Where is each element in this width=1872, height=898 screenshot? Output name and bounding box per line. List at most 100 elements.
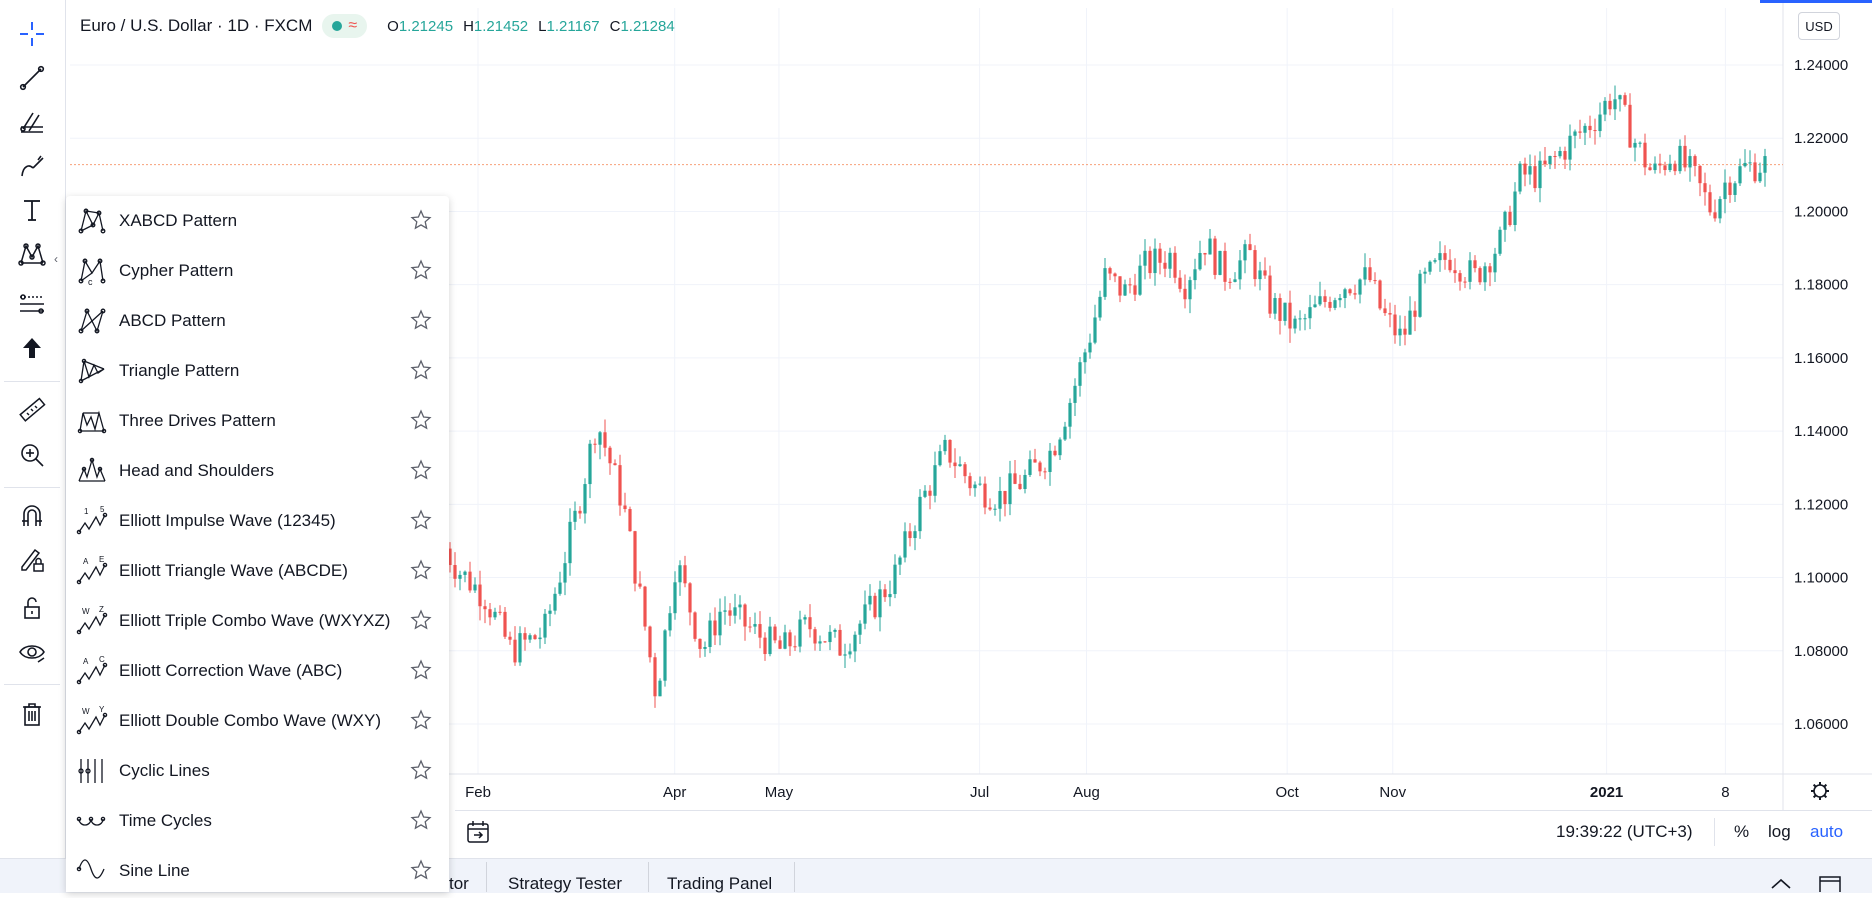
candle-body	[1343, 289, 1347, 299]
fib-icon[interactable]	[14, 104, 50, 140]
candle-body	[1478, 268, 1482, 283]
menu-item-cyclic-lines[interactable]: Cyclic Lines	[66, 746, 449, 796]
tab-indicators[interactable]: tor	[449, 874, 469, 893]
candle-body	[523, 633, 527, 640]
candle-body	[1673, 163, 1677, 172]
star-icon[interactable]	[410, 709, 432, 731]
star-icon[interactable]	[410, 209, 432, 231]
candle-body	[703, 647, 707, 649]
text-icon[interactable]	[14, 192, 50, 228]
candle-body	[1068, 402, 1072, 427]
svg-text:5: 5	[100, 505, 105, 514]
unlock-icon[interactable]	[14, 590, 50, 626]
candle-body	[913, 531, 917, 539]
trend-line-icon[interactable]	[14, 60, 50, 96]
star-icon[interactable]	[410, 559, 432, 581]
star-icon[interactable]	[410, 609, 432, 631]
currency-button[interactable]: USD	[1798, 12, 1840, 40]
star-icon[interactable]	[410, 759, 432, 781]
candle-body	[538, 637, 542, 640]
candle-body	[493, 611, 497, 618]
menu-item-head-and-shoulders[interactable]: Head and Shoulders	[66, 446, 449, 496]
candle-body	[728, 610, 732, 616]
crosshair-icon[interactable]	[14, 16, 50, 52]
menu-item-cypher-pattern[interactable]: c Cypher Pattern	[66, 246, 449, 296]
ruler-icon[interactable]	[14, 392, 50, 428]
candle-body	[1198, 253, 1202, 270]
star-icon[interactable]	[410, 409, 432, 431]
candle-body	[1048, 450, 1052, 473]
prediction-icon[interactable]	[14, 286, 50, 322]
auto-scale-button[interactable]: auto	[1810, 822, 1844, 841]
head-shoulders-icon	[76, 455, 108, 487]
symbol-title[interactable]: Euro / U.S. Dollar · 1D · FXCM	[80, 16, 313, 35]
candle-body	[738, 604, 742, 608]
cypher-icon: c	[76, 255, 108, 287]
star-icon[interactable]	[410, 859, 432, 881]
svg-text:C: C	[99, 655, 105, 664]
zoom-in-icon[interactable]	[14, 437, 50, 473]
star-icon[interactable]	[410, 809, 432, 831]
menu-item-abcd-pattern[interactable]: ABCD Pattern	[66, 296, 449, 346]
candle-body	[1533, 166, 1537, 189]
candle-body	[958, 464, 962, 467]
menu-item-sine-line[interactable]: Sine Line	[66, 846, 449, 892]
star-icon[interactable]	[410, 359, 432, 381]
candle-body	[1083, 352, 1087, 363]
candle-body	[1578, 131, 1582, 133]
star-icon[interactable]	[410, 259, 432, 281]
menu-item-label: Elliott Triple Combo Wave (WXYXZ)	[119, 611, 391, 630]
market-status-badge[interactable]: ≈	[322, 14, 368, 38]
candle-body	[1718, 199, 1722, 219]
candle-body	[463, 571, 467, 575]
candle-body	[1233, 279, 1237, 282]
time-axis-label: 2021	[1590, 784, 1623, 801]
menu-item-triangle-pattern[interactable]: Triangle Pattern	[66, 346, 449, 396]
ohlc-values: O1.21245 H1.21452 L1.21167 C1.21284	[387, 18, 675, 35]
star-icon[interactable]	[410, 459, 432, 481]
percent-scale-button[interactable]: %	[1734, 822, 1750, 841]
tab-strategy-tester[interactable]: Strategy Tester	[508, 874, 623, 893]
candle-body	[1743, 162, 1747, 167]
price-axis-label: 1.18000	[1794, 277, 1848, 294]
brush-icon[interactable]	[14, 148, 50, 184]
magnet-icon[interactable]	[14, 498, 50, 534]
candle-body	[833, 629, 837, 632]
arrow-up-icon[interactable]	[14, 330, 50, 366]
star-icon[interactable]	[410, 309, 432, 331]
chevron-up-icon[interactable]	[1766, 872, 1796, 892]
menu-item-three-drives-pattern[interactable]: Three Drives Pattern	[66, 396, 449, 446]
candle-body	[1468, 260, 1472, 282]
candle-body	[1458, 273, 1462, 282]
trash-icon[interactable]	[14, 696, 50, 732]
patterns-icon[interactable]	[14, 236, 50, 272]
menu-item-time-cycles[interactable]: Time Cycles	[66, 796, 449, 846]
settings-gear-icon[interactable]	[1813, 784, 1827, 798]
candle-body	[1688, 156, 1692, 168]
go-to-date-icon[interactable]	[464, 818, 492, 846]
chart-status-bar	[455, 810, 1872, 855]
log-scale-button[interactable]: log	[1768, 822, 1791, 841]
svg-text:W: W	[82, 707, 90, 716]
star-icon[interactable]	[410, 659, 432, 681]
tab-trading-panel[interactable]: Trading Panel	[667, 874, 773, 893]
lock-drawing-icon[interactable]	[14, 542, 50, 578]
menu-item-label: Sine Line	[119, 861, 190, 880]
settings-gear-tooth	[1812, 794, 1817, 799]
eye-icon[interactable]	[14, 634, 50, 670]
clock-timezone[interactable]: 19:39:22 (UTC+3)	[1556, 822, 1693, 841]
star-icon[interactable]	[410, 509, 432, 531]
menu-item-label: Head and Shoulders	[119, 461, 275, 480]
svg-text:E: E	[99, 555, 104, 564]
candle-body	[708, 620, 712, 648]
menu-item-xabcd-pattern[interactable]: XABCD Pattern	[66, 196, 449, 246]
candle-body	[653, 657, 657, 697]
maximize-panel-icon[interactable]	[1816, 872, 1844, 894]
candle-body	[688, 583, 692, 613]
